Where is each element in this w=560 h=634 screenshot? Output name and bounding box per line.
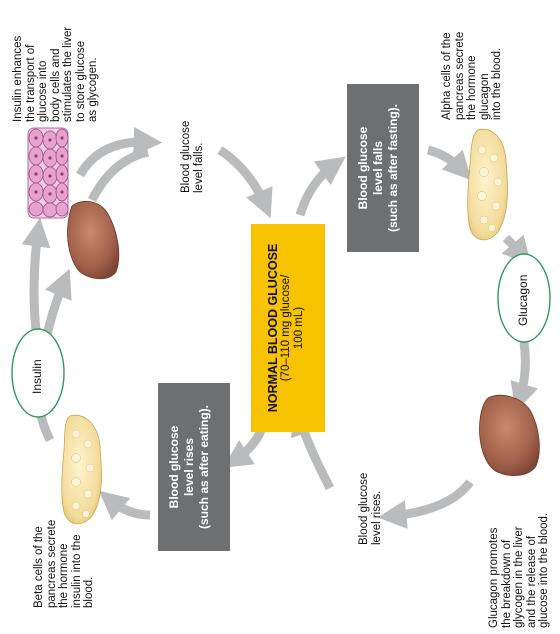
glucagon-effect-line: Glucagon promotes <box>488 527 500 628</box>
level-falls-text-line: level falls. <box>192 142 205 194</box>
glucagon-effect-text: Glucagon promotes the breakdown of glyco… <box>488 513 551 628</box>
level-falls-line3: (such as after fasting). <box>386 103 400 233</box>
arrow-alpha-to-glucagon <box>501 234 532 266</box>
insulin-effect-line: to store glucose <box>74 40 87 122</box>
level-rises-text: Blood glucose level rises. <box>358 473 383 545</box>
liver-right-image <box>479 394 540 476</box>
pancreas-beta-image <box>61 414 102 525</box>
arrow-center-to-falls-box <box>295 156 346 217</box>
glucagon-effect-line: the breakdown of <box>500 539 513 628</box>
level-falls-box: Blood glucose level falls (such as after… <box>347 84 419 252</box>
level-rises-line3: (such as after eating). <box>197 404 211 530</box>
level-rises-box: Blood glucose level rises (such as after… <box>158 383 230 551</box>
insulin-effect-text: Insulin enhances the transport of glucos… <box>12 27 100 122</box>
insulin-effect-line: as glycogen. <box>87 57 99 122</box>
level-falls-text-line: Blood glucose <box>180 120 192 193</box>
insulin-effect-line: stimulates the liver <box>62 26 74 122</box>
level-rises-text-line: level rises. <box>370 490 383 545</box>
pancreas-alpha-image <box>467 128 508 241</box>
beta-text-line: Beta cells of the <box>33 526 45 608</box>
normal-glucose-box: NORMAL BLOOD GLUCOSE (70–110 mg glucose/… <box>251 224 325 432</box>
level-falls-text: Blood glucose level falls. <box>180 121 205 193</box>
arrow-glucagon-to-liver <box>510 341 538 412</box>
glucagon-effect-line: and the release of <box>525 535 538 628</box>
alpha-text-line: the hormone <box>466 55 478 120</box>
insulin-oval <box>11 328 65 418</box>
insulin-label: Insulin <box>30 359 44 394</box>
body-cells-image <box>27 127 69 219</box>
normal-glucose-range: (70–110 mg glucose/ <box>280 274 292 382</box>
glucagon-oval <box>497 253 551 343</box>
level-falls-line2: level falls <box>371 140 385 196</box>
alpha-text-line: Alpha cells of the <box>441 32 453 120</box>
alpha-text-line: into the blood. <box>491 47 503 120</box>
beta-cells-text: Beta cells of the pancreas secrete the h… <box>33 520 96 608</box>
level-rises-text-line: Blood glucose <box>358 472 370 545</box>
normal-glucose-title: NORMAL BLOOD GLUCOSE <box>266 243 280 413</box>
insulin-effect-line: the transport of <box>24 44 37 122</box>
glucagon-effect-line: glucose into the blood. <box>538 512 550 628</box>
liver-left-image <box>67 200 120 280</box>
beta-text-line: the hormone <box>58 543 70 608</box>
insulin-effect-line: glucose into <box>37 60 49 122</box>
arrow-liver-to-falls <box>87 147 150 203</box>
arrow-liver-to-rises <box>377 479 474 529</box>
level-rises-line1: Blood glucose <box>167 425 181 509</box>
beta-text-line: pancreas secrete <box>45 519 58 608</box>
glucagon-label: Glucagon <box>516 274 530 326</box>
glucagon-effect-line: glycogen in the liver <box>513 526 525 628</box>
level-falls-line1: Blood glucose <box>356 126 370 210</box>
arrow-fallsbox-to-alpha <box>426 145 472 181</box>
beta-text-line: blood. <box>83 576 95 608</box>
arrow-risesbox-to-beta <box>98 490 151 521</box>
normal-glucose-unit: 100 mL) <box>293 306 305 350</box>
alpha-cells-text: Alpha cells of the pancreas secrete the … <box>441 32 504 120</box>
arrow-falls-to-center <box>217 146 273 219</box>
beta-text-line: insulin into the <box>70 534 83 608</box>
alpha-text-line: glucagon <box>478 73 491 120</box>
arrow-cells-to-falls <box>76 127 163 178</box>
alpha-text-line: pancreas secrete <box>453 31 466 120</box>
insulin-effect-line: Insulin enhances <box>12 35 24 122</box>
level-rises-line2: level rises <box>182 437 196 497</box>
insulin-effect-line: body cells and <box>49 48 62 122</box>
